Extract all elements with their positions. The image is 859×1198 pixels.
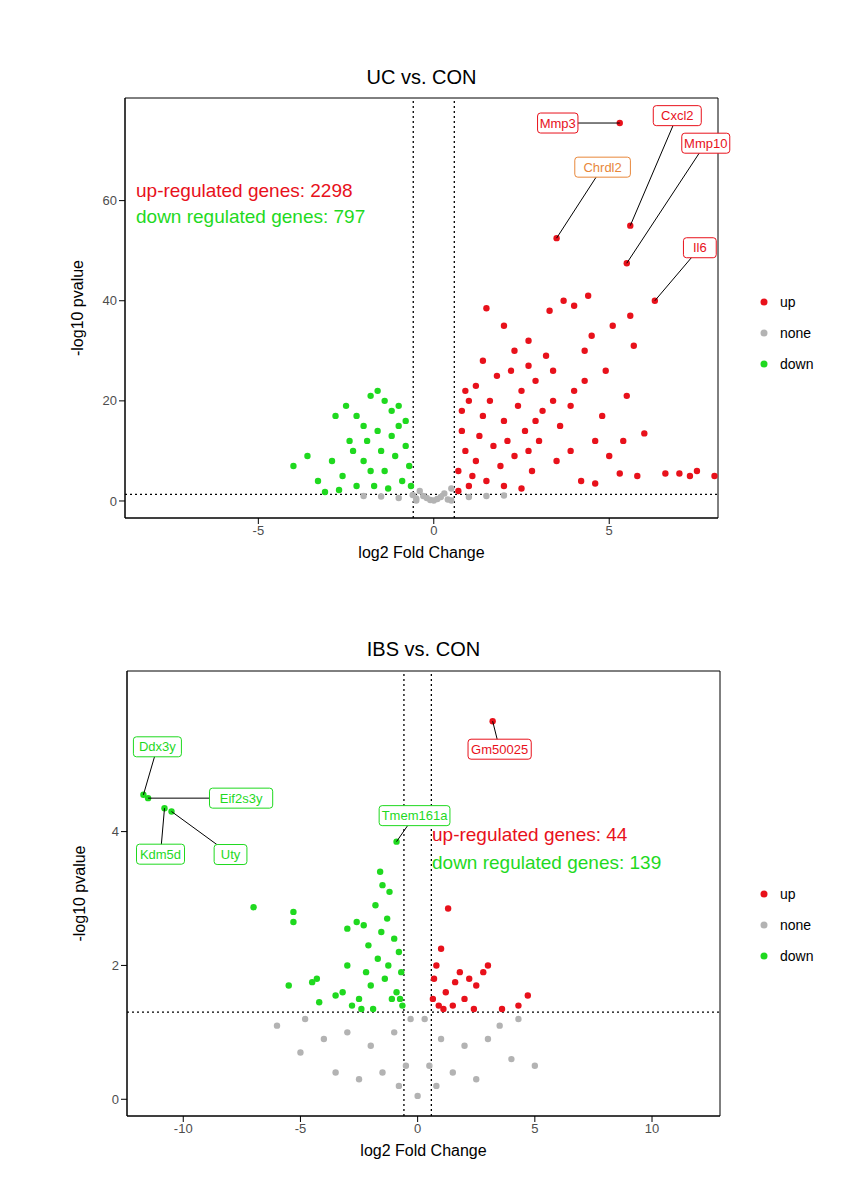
svg-text:Eif2s3y: Eif2s3y <box>220 791 263 806</box>
svg-text:40: 40 <box>103 293 117 308</box>
svg-text:2: 2 <box>112 958 119 973</box>
html-text:down: down <box>780 355 814 372</box>
svg-text:10: 10 <box>645 1121 659 1136</box>
html-text:IBS vs. CON: IBS vs. CON <box>366 638 481 660</box>
html-text:up-regulated genes: 2298: up-regulated genes: 2298 <box>136 180 353 201</box>
svg-text:20: 20 <box>103 393 117 408</box>
svg-text:0: 0 <box>110 494 117 509</box>
svg-text:-5: -5 <box>253 523 265 538</box>
svg-text:-log10 pvalue: -log10 pvalue <box>69 260 86 356</box>
svg-text:0: 0 <box>430 523 437 538</box>
svg-text:log2 Fold Change: log2 Fold Change <box>358 544 484 561</box>
svg-text:Il6: Il6 <box>693 240 707 255</box>
html-text:none: none <box>780 324 812 341</box>
svg-text:-10: -10 <box>174 1121 193 1136</box>
html-text:down: down <box>780 947 814 964</box>
html-text:down regulated genes: 797: down regulated genes: 797 <box>136 206 366 227</box>
svg-text:0: 0 <box>414 1121 421 1136</box>
svg-text:Ddx3y: Ddx3y <box>139 739 176 754</box>
html-text:up: up <box>780 293 796 310</box>
svg-text:-log10 pvalue: -log10 pvalue <box>71 845 88 941</box>
svg-text:5: 5 <box>531 1121 538 1136</box>
html-text:down regulated genes: 139: down regulated genes: 139 <box>432 852 662 873</box>
svg-text:4: 4 <box>112 824 119 839</box>
svg-text:Chrdl2: Chrdl2 <box>583 160 621 175</box>
svg-text:5: 5 <box>606 523 613 538</box>
svg-text:log2 Fold Change: log2 Fold Change <box>360 1142 486 1159</box>
svg-text:0: 0 <box>112 1092 119 1107</box>
svg-text:Uty: Uty <box>221 847 241 862</box>
svg-text:Tmem161a: Tmem161a <box>382 808 449 823</box>
svg-text:Kdm5d: Kdm5d <box>140 847 181 862</box>
html-text:up-regulated genes: 44: up-regulated genes: 44 <box>432 824 628 845</box>
svg-text:Mmp10: Mmp10 <box>684 136 727 151</box>
html-text:up: up <box>780 885 796 902</box>
svg-text:Mmp3: Mmp3 <box>540 116 576 131</box>
svg-text:Cxcl2: Cxcl2 <box>661 108 694 123</box>
svg-text:Gm50025: Gm50025 <box>471 742 528 757</box>
svg-text:60: 60 <box>103 193 117 208</box>
html-text:UC vs. CON: UC vs. CON <box>366 66 477 88</box>
svg-text:-5: -5 <box>295 1121 307 1136</box>
html-text:none: none <box>780 916 812 933</box>
